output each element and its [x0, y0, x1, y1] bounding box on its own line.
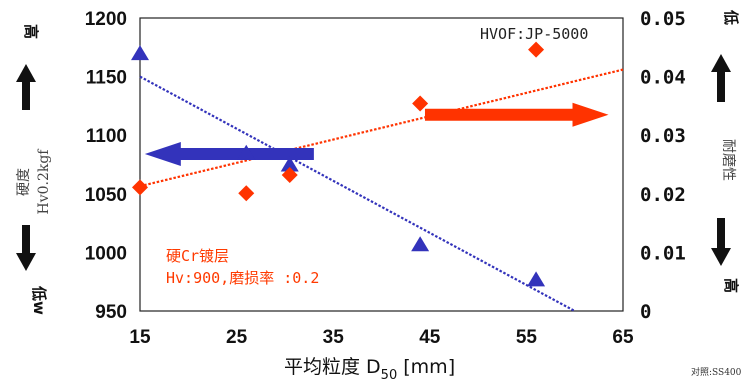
y-left-tick-label: 1150 [86, 68, 127, 89]
left-high-label: 高 [22, 24, 40, 39]
wear-point [412, 95, 429, 112]
y-right-tick-label: 0.05 [640, 8, 686, 30]
hardness-point [527, 271, 546, 287]
right-low-label: 低 [722, 9, 740, 25]
wear-point [132, 179, 148, 196]
hardness-point [131, 45, 149, 61]
plot-frame [139, 17, 624, 312]
y-left-tick-label: 1200 [85, 9, 127, 30]
y-right-label: 耐磨性 [720, 139, 736, 181]
y-left-tick-label: 950 [95, 302, 127, 323]
y-left-tick-label: 1050 [85, 185, 127, 206]
right-high-label: 高 [722, 278, 740, 293]
direction-arrows [144, 102, 609, 166]
process-annotation: HVOF:JP-5000 [480, 25, 588, 43]
right-down-arrow-icon [711, 218, 731, 266]
wear-trendline [139, 68, 624, 188]
data-markers [131, 41, 546, 287]
x-tick-label: 45 [419, 327, 441, 348]
left-down-arrow-icon [16, 225, 36, 271]
x-axis-ticks: 15 25 35 45 55 65 [129, 327, 634, 348]
reference-note: 对照:SS400 [691, 366, 742, 378]
y-right-tick-label: 0.02 [640, 184, 686, 206]
wear-direction-arrow [424, 102, 609, 127]
y-left-tick-label: 1000 [85, 243, 127, 264]
cr-coating-values: Hv:900,磨损率 :0.2 [166, 269, 319, 287]
y-right-tick-label: 0.01 [640, 242, 686, 264]
x-tick-label: 25 [226, 327, 248, 348]
trendlines [139, 68, 624, 312]
y-right-tick-label: 0.03 [640, 125, 686, 147]
y-left-label-line1: 硬度 [16, 168, 32, 196]
y-left-label-line2: Hv0.2kgf [36, 148, 52, 215]
hardness-point [411, 236, 430, 252]
y-left-tick-label: 1100 [86, 126, 127, 147]
x-axis-label: 平均粒度 D50 [mm] [284, 356, 455, 383]
y-left-axis-ticks: 1200 1150 1100 1050 1000 950 [85, 9, 127, 323]
hardness-trendline [139, 75, 576, 312]
y-right-tick-label: 0 [640, 301, 651, 323]
cr-coating-label: 硬Cr镀层 [166, 247, 229, 265]
hardness-point [237, 144, 256, 160]
x-tick-label: 35 [323, 327, 345, 348]
hardness-direction-arrow [144, 141, 314, 166]
x-tick-label: 55 [516, 327, 538, 348]
wear-point [281, 167, 298, 184]
hardness-point [280, 156, 299, 172]
x-tick-label: 15 [129, 327, 151, 348]
left-low-label: 低w [30, 285, 48, 315]
x-tick-label: 65 [612, 327, 634, 348]
wear-point [528, 41, 545, 58]
y-right-tick-label: 0.04 [640, 67, 686, 89]
wear-point [238, 185, 255, 202]
left-up-arrow-icon [16, 64, 36, 110]
y-right-axis-ticks: 0.05 0.04 0.03 0.02 0.01 0 [640, 8, 686, 323]
right-up-arrow-icon [711, 54, 731, 102]
